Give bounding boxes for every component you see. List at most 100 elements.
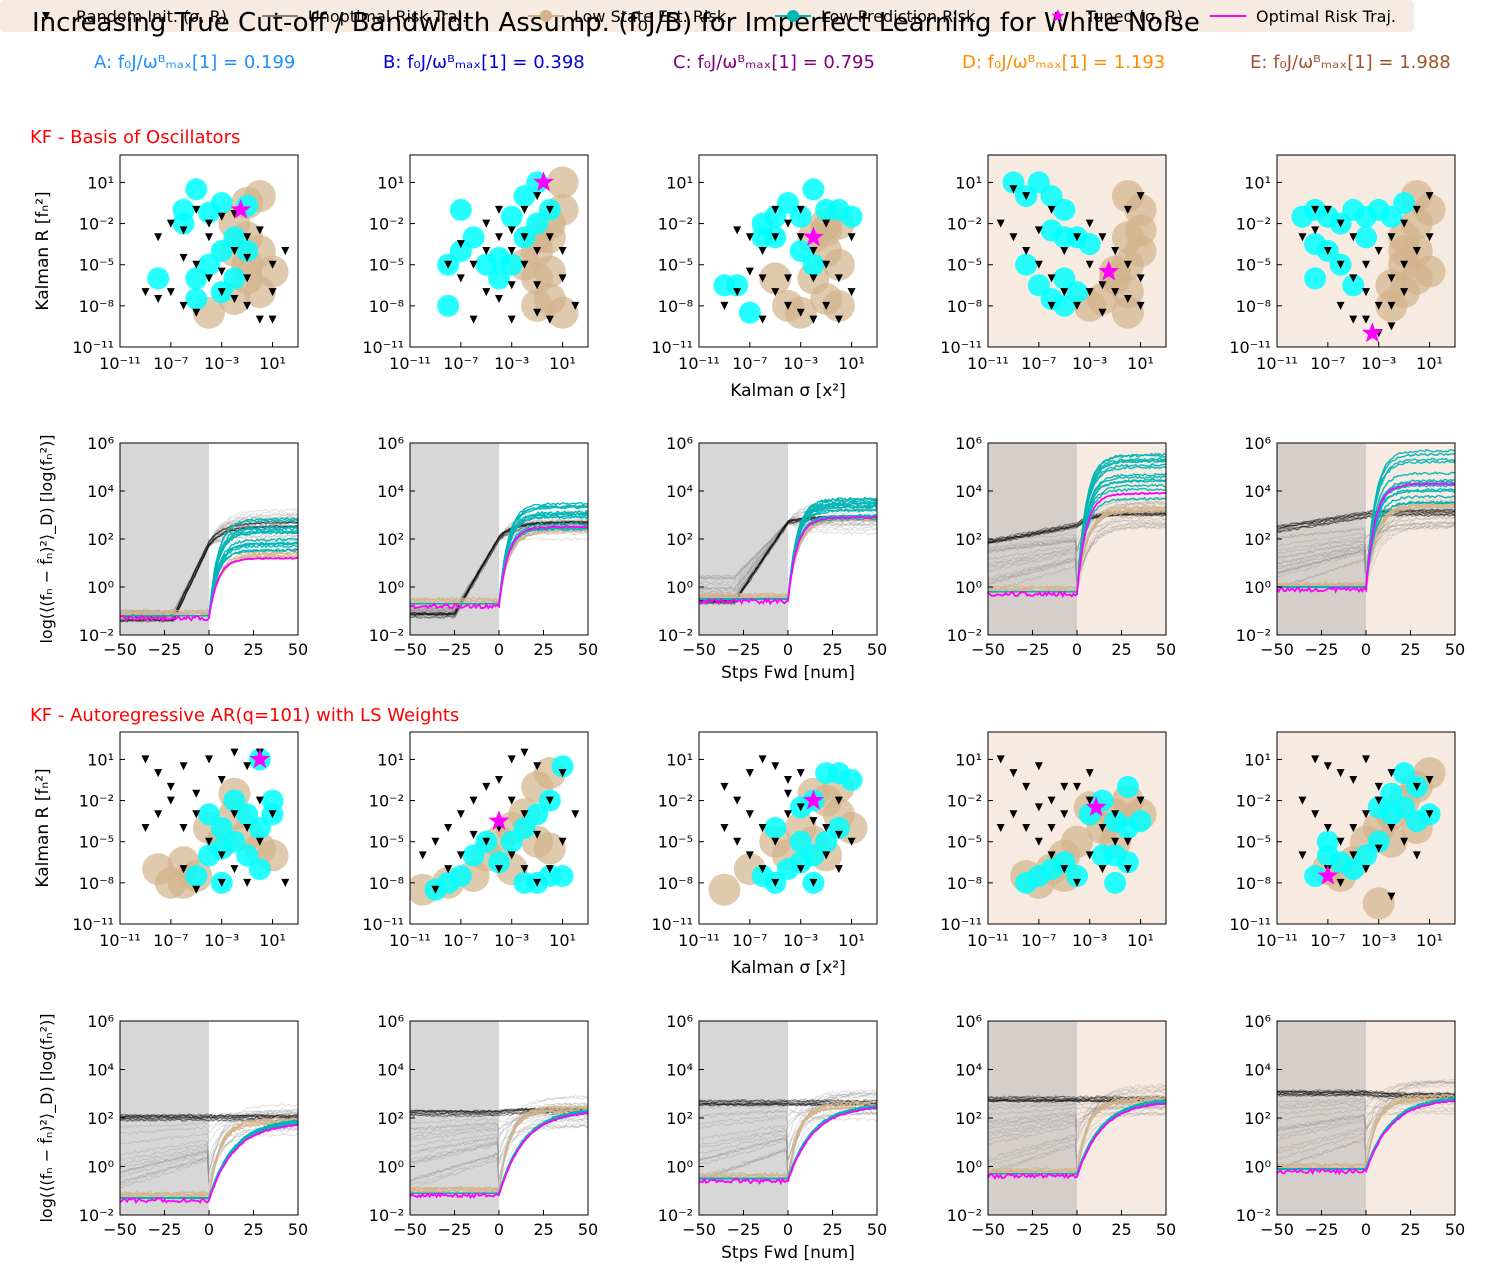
random-init-point: [520, 810, 529, 819]
random-init-point: [268, 260, 277, 269]
random-init-point: [166, 782, 175, 791]
unoptimal-trajectory: [1277, 511, 1455, 575]
random-init-point: [166, 219, 175, 228]
scatter-panel-e: 10⁻¹¹ 10⁻⁷ 10⁻³ 10¹ 10⁻¹¹ 10⁻⁸ 10⁻⁵ 10⁻² 10¹: [1229, 154, 1456, 373]
y-tick-label: 10⁻¹¹: [362, 338, 404, 357]
legend-label: Tuned (σ, R): [1086, 6, 1183, 26]
prediction-risk-point: [1104, 871, 1127, 894]
random-init-point: [809, 315, 818, 324]
random-init-point: [822, 260, 831, 269]
unoptimal-trajectory-dense: [1277, 1090, 1455, 1096]
unoptimal-trajectory: [410, 1101, 588, 1153]
unoptimal-trajectory-dense: [988, 512, 1166, 544]
y-tick-label: 10⁻¹¹: [72, 338, 114, 357]
unoptimal-trajectory-dense: [1277, 1088, 1455, 1095]
unoptimal-trajectory: [1277, 524, 1455, 559]
random-init-point: [495, 205, 503, 214]
scatter-panel-c: 10⁻¹¹ 10⁻⁷ 10⁻³ 10¹ 10⁻¹¹ 10⁻⁸ 10⁻⁵ 10⁻² 10¹ Kalm…: [651, 154, 878, 401]
unoptimal-trajectory: [988, 525, 1166, 573]
y-tick-label: 10⁶: [1244, 434, 1271, 453]
y-tick-label: 10⁻²: [658, 626, 693, 645]
unoptimal-trajectory: [988, 521, 1166, 554]
unoptimal-trajectory: [699, 521, 877, 594]
x-tick-label: 25: [822, 1220, 842, 1239]
state-risk-point: [243, 276, 276, 309]
random-init-point: [1085, 219, 1094, 228]
random-init-point: [847, 837, 856, 846]
unoptimal-trajectory: [1277, 1080, 1455, 1154]
y-tick-label: 10⁻¹¹: [651, 915, 693, 934]
random-init-point: [1298, 851, 1307, 860]
unoptimal-trajectory-dense: [410, 520, 588, 615]
x-tick-label: −25: [1305, 1220, 1339, 1239]
random-init-point: [1336, 837, 1345, 846]
random-init-point: [179, 253, 188, 262]
random-init-point: [154, 769, 163, 778]
unoptimal-trajectory-dense: [1277, 1091, 1455, 1098]
random-init-point: [1412, 247, 1421, 255]
y-tick-label: 10¹: [377, 173, 404, 192]
random-init-point: [1034, 803, 1043, 812]
random-init-point: [758, 755, 767, 764]
x-tick-label: 0: [204, 640, 214, 659]
random-init-point: [1349, 274, 1358, 283]
x-tick-label: 0: [783, 1220, 793, 1239]
state-risk-point: [1099, 255, 1132, 288]
x-tick-label: 10¹: [1416, 354, 1443, 373]
unoptimal-trajectory: [410, 1102, 588, 1187]
trajectory-panel-d: −50 −25 0 25 50 10⁻² 10⁰ 10² 10⁴ 10⁶: [947, 1012, 1176, 1239]
random-init-point: [520, 865, 529, 874]
random-init-point: [1060, 247, 1069, 255]
state-risk-point: [546, 296, 579, 329]
y-tick-label: 10⁴: [955, 482, 982, 501]
unoptimal-trajectory-dense: [1277, 508, 1455, 528]
random-init-point: [456, 810, 465, 819]
unoptimal-trajectory: [988, 1085, 1166, 1163]
x-tick-label: −50: [393, 640, 427, 659]
trajectory-panel-b: −50 −25 0 25 50 10⁻² 10⁰ 10² 10⁴ 10⁶: [369, 1012, 598, 1239]
unoptimal-trajectory-dense: [120, 1114, 298, 1119]
x-tick-label: 10⁻¹¹: [1256, 931, 1298, 950]
unoptimal-trajectory: [410, 518, 588, 616]
plot-frame: [119, 154, 299, 348]
y-tick-label: 10⁶: [955, 434, 982, 453]
x-tick-label: −25: [1016, 1220, 1050, 1239]
legend-item: Random Init. (σ, R): [30, 0, 227, 32]
x-tick-label: 10¹: [259, 354, 286, 373]
optimal-trajectory: [699, 1106, 877, 1186]
y-tick-label: 10⁻⁵: [1236, 256, 1271, 275]
y-tick-label: 10⁻²: [369, 626, 404, 645]
legend-label: Optimal Risk Traj.: [1256, 6, 1396, 26]
random-init-point: [1022, 824, 1031, 832]
y-tick-label: 10⁻²: [658, 792, 693, 811]
y-tick-label: 10⁶: [377, 434, 404, 453]
prediction-risk-point: [1066, 865, 1088, 887]
unoptimal-trajectory: [699, 1108, 877, 1161]
random-init-point: [495, 776, 503, 784]
y-tick-label: 10²: [955, 1109, 982, 1128]
y-tick-label: 10⁻⁵: [79, 833, 114, 852]
x-tick-label: 10¹: [1127, 931, 1154, 950]
random-init-point: [822, 851, 831, 860]
random-init-point: [720, 301, 729, 310]
random-init-point: [154, 233, 163, 242]
unoptimal-trajectory: [988, 513, 1166, 566]
x-tick-label: −25: [438, 640, 472, 659]
unoptimal-trajectory-dense: [120, 524, 298, 622]
random-init-point: [192, 308, 201, 317]
random-init-point: [205, 274, 213, 283]
unoptimal-trajectory: [120, 1108, 298, 1174]
state-risk-point: [1388, 235, 1421, 267]
unoptimal-trajectory: [410, 1096, 588, 1142]
y-tick-label: 10⁻¹¹: [940, 915, 982, 934]
y-tick-label: 10⁻⁸: [79, 874, 114, 893]
shaded-region: [410, 1021, 499, 1215]
random-init-point: [771, 762, 780, 771]
condition-label-e: E: f₀J/ωᴮₘₐₓ[1] = 1.988: [1250, 52, 1451, 73]
random-init-point: [268, 288, 277, 297]
random-init-point: [456, 240, 465, 249]
prediction-risk-point: [789, 205, 812, 228]
random-init-point: [1362, 865, 1370, 874]
x-tick-label: 10⁻⁷: [153, 354, 188, 373]
random-init-point: [758, 315, 767, 324]
